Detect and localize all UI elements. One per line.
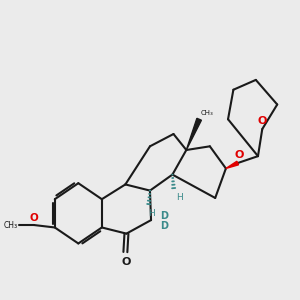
Text: O: O xyxy=(122,257,131,268)
Text: D: D xyxy=(160,221,168,231)
Text: O: O xyxy=(234,150,244,160)
Text: O: O xyxy=(258,116,267,126)
Text: CH₃: CH₃ xyxy=(200,110,213,116)
Text: H: H xyxy=(176,193,182,202)
Text: H: H xyxy=(148,208,155,217)
Text: O: O xyxy=(30,213,38,223)
Text: CH₃: CH₃ xyxy=(4,220,18,230)
Text: D: D xyxy=(160,212,168,221)
Polygon shape xyxy=(226,161,239,168)
Polygon shape xyxy=(186,118,201,150)
